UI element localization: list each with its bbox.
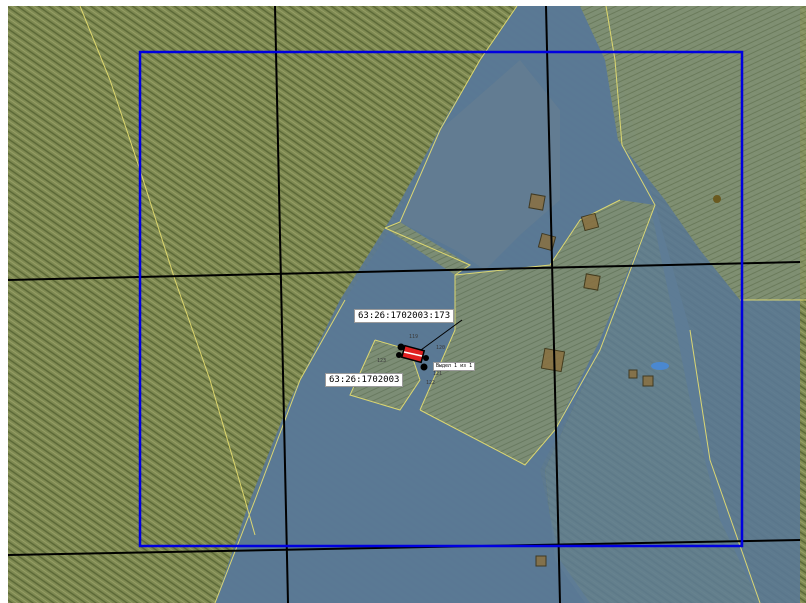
map-margin-left [0,0,8,603]
pale-parcel-strip [385,222,470,275]
point-number: 121 [433,371,443,377]
point-number: 120 [436,345,446,351]
pale-parcel-east [580,6,806,300]
point-number: 119 [409,334,419,340]
excerpt-label: Выдел 1 из 1 [433,362,476,371]
tree [713,195,721,203]
point-number: 123 [377,358,387,364]
quarter-number-label: 63:26:1702003 [325,373,404,387]
location-marker-icon[interactable] [396,343,429,371]
parcel-number-label: 63:26:1702003:173 [354,309,455,323]
blue-zone-right [545,205,760,603]
point-number: 122 [426,380,436,386]
pale-parcel-north [400,60,560,270]
excerpt-frame [138,50,744,548]
map-margin-top [0,0,806,6]
pond [651,362,669,370]
cadastral-grid [7,5,801,603]
